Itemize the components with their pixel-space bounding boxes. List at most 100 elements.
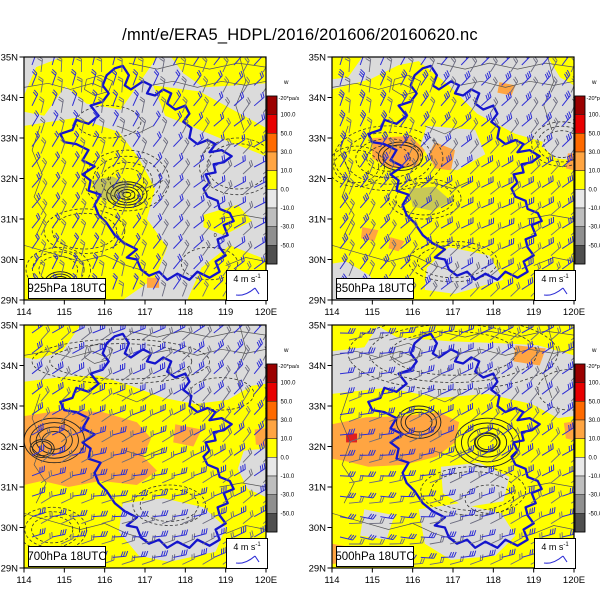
svg-text:100.0: 100.0 bbox=[589, 113, 600, 119]
panel-level-text: 925hPa 18UTC bbox=[27, 283, 106, 295]
svg-text:115: 115 bbox=[57, 575, 72, 586]
svg-text:50.0: 50.0 bbox=[589, 131, 600, 137]
svg-text:-20*pa/s: -20*pa/s bbox=[279, 364, 300, 370]
svg-text:30.0: 30.0 bbox=[589, 150, 600, 156]
svg-text:117: 117 bbox=[137, 575, 152, 586]
svg-text:0: 0 bbox=[214, 233, 217, 239]
svg-text:118: 118 bbox=[486, 575, 501, 586]
svg-text:31N: 31N bbox=[1, 215, 19, 226]
svg-text:w: w bbox=[591, 347, 597, 354]
svg-text:117: 117 bbox=[445, 575, 460, 586]
wind-legend: 4 m s-1 bbox=[534, 538, 576, 569]
svg-text:10.0: 10.0 bbox=[281, 437, 293, 443]
svg-text:32N: 32N bbox=[1, 174, 19, 185]
wind-barb-icon bbox=[541, 285, 569, 297]
svg-text:33N: 33N bbox=[309, 402, 327, 413]
svg-text:35N: 35N bbox=[309, 53, 327, 64]
svg-text:10.0: 10.0 bbox=[281, 169, 293, 175]
svg-text:0.0: 0.0 bbox=[589, 187, 598, 193]
svg-text:30.0: 30.0 bbox=[281, 150, 293, 156]
wind-legend: 4 m s-1 bbox=[534, 270, 576, 301]
svg-text:120E: 120E bbox=[563, 575, 585, 586]
svg-text:-10.0: -10.0 bbox=[589, 206, 600, 212]
svg-text:35N: 35N bbox=[309, 321, 327, 332]
svg-text:0.0: 0.0 bbox=[281, 455, 290, 461]
svg-text:-50.0: -50.0 bbox=[281, 243, 295, 249]
svg-text:120E: 120E bbox=[255, 575, 277, 586]
svg-text:116: 116 bbox=[405, 575, 420, 586]
svg-text:34N: 34N bbox=[1, 93, 19, 104]
svg-text:30.0: 30.0 bbox=[589, 418, 600, 424]
svg-text:115: 115 bbox=[365, 575, 380, 586]
panel-level-label: 850hPa 18UTC bbox=[336, 278, 414, 299]
panel-level-label: 500hPa 18UTC bbox=[336, 546, 414, 567]
svg-text:35N: 35N bbox=[1, 321, 19, 332]
svg-text:-10.0: -10.0 bbox=[589, 474, 600, 480]
svg-text:-20*pa/s: -20*pa/s bbox=[587, 364, 600, 370]
svg-text:-30.0: -30.0 bbox=[281, 225, 295, 231]
wind-legend-text: 4 m s-1 bbox=[535, 540, 575, 553]
svg-text:119: 119 bbox=[218, 575, 233, 586]
panel-level-text: 700hPa 18UTC bbox=[27, 551, 106, 563]
svg-text:50.0: 50.0 bbox=[281, 131, 293, 137]
svg-text:31N: 31N bbox=[309, 215, 327, 226]
svg-text:116: 116 bbox=[97, 575, 112, 586]
svg-text:33N: 33N bbox=[1, 134, 19, 145]
wind-barb-icon bbox=[233, 285, 261, 297]
svg-text:100.0: 100.0 bbox=[589, 381, 600, 387]
svg-text:29N: 29N bbox=[1, 564, 19, 575]
svg-text:35N: 35N bbox=[1, 53, 19, 64]
svg-text:50.0: 50.0 bbox=[281, 399, 293, 405]
svg-text:29N: 29N bbox=[1, 296, 19, 307]
svg-text:w: w bbox=[283, 79, 289, 86]
svg-text:-50.0: -50.0 bbox=[281, 511, 295, 517]
svg-text:100.0: 100.0 bbox=[281, 381, 297, 387]
svg-text:4: 4 bbox=[107, 177, 110, 183]
svg-text:30N: 30N bbox=[309, 255, 327, 266]
svg-text:-20*pa/s: -20*pa/s bbox=[279, 96, 300, 102]
panel-level-text: 500hPa 18UTC bbox=[335, 551, 414, 563]
svg-text:-50.0: -50.0 bbox=[589, 511, 600, 517]
svg-text:34N: 34N bbox=[1, 361, 19, 372]
wind-legend: 4 m s-1 bbox=[226, 538, 268, 569]
svg-text:32N: 32N bbox=[309, 174, 327, 185]
svg-text:29N: 29N bbox=[309, 564, 327, 575]
svg-text:33N: 33N bbox=[309, 134, 327, 145]
svg-text:31N: 31N bbox=[309, 483, 327, 494]
svg-text:114: 114 bbox=[16, 575, 31, 586]
svg-text:w: w bbox=[283, 347, 289, 354]
svg-text:30N: 30N bbox=[1, 523, 19, 534]
svg-text:10.0: 10.0 bbox=[589, 169, 600, 175]
svg-text:-50.0: -50.0 bbox=[589, 243, 600, 249]
svg-text:-10.0: -10.0 bbox=[281, 474, 295, 480]
panel-level-label: 700hPa 18UTC bbox=[28, 546, 106, 567]
svg-text:100.0: 100.0 bbox=[281, 113, 297, 119]
svg-text:-30.0: -30.0 bbox=[281, 493, 295, 499]
wind-legend-text: 4 m s-1 bbox=[227, 540, 267, 553]
svg-text:50.0: 50.0 bbox=[589, 399, 600, 405]
svg-text:29N: 29N bbox=[309, 296, 327, 307]
wind-legend: 4 m s-1 bbox=[226, 270, 268, 301]
svg-text:119: 119 bbox=[526, 575, 541, 586]
wind-legend-text: 4 m s-1 bbox=[535, 272, 575, 285]
svg-text:118: 118 bbox=[178, 575, 193, 586]
svg-text:114: 114 bbox=[324, 575, 339, 586]
svg-text:-30.0: -30.0 bbox=[589, 225, 600, 231]
panel-level-text: 850hPa 18UTC bbox=[335, 283, 414, 295]
wind-legend-text: 4 m s-1 bbox=[227, 272, 267, 285]
svg-text:w: w bbox=[591, 79, 597, 86]
svg-text:32N: 32N bbox=[309, 442, 327, 453]
svg-text:30.0: 30.0 bbox=[281, 418, 293, 424]
svg-text:-10.0: -10.0 bbox=[281, 206, 295, 212]
svg-text:0.0: 0.0 bbox=[281, 187, 290, 193]
wind-barb-icon bbox=[541, 553, 569, 565]
wind-barb-icon bbox=[233, 553, 261, 565]
panel-level-label: 925hPa 18UTC bbox=[28, 278, 106, 299]
figure-title: /mnt/e/ERA5_HDPL/2016/201606/20160620.nc bbox=[0, 26, 600, 45]
svg-text:32N: 32N bbox=[1, 442, 19, 453]
